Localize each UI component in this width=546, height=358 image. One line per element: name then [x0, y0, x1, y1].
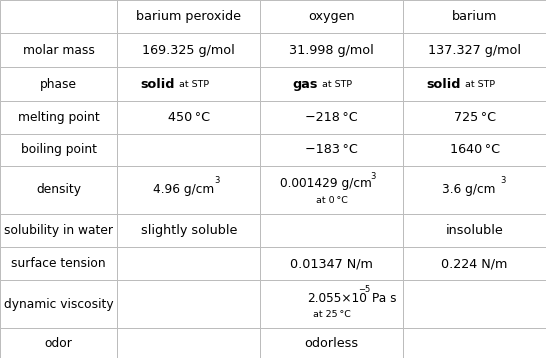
Text: 2.055×10: 2.055×10	[307, 291, 367, 305]
Text: gas: gas	[293, 78, 318, 91]
Text: odorless: odorless	[305, 337, 359, 350]
Bar	[0, 247, 117, 280]
Bar	[0, 165, 117, 214]
Text: solid: solid	[141, 78, 175, 91]
Text: Pa s: Pa s	[368, 291, 396, 305]
Bar	[403, 101, 546, 134]
Text: at STP: at STP	[465, 79, 495, 88]
Text: at 25 °C: at 25 °C	[313, 310, 351, 319]
Text: 1640 °C: 1640 °C	[449, 143, 500, 156]
Bar	[403, 33, 546, 67]
Bar	[117, 134, 260, 165]
Bar	[260, 134, 403, 165]
Bar	[117, 101, 260, 134]
Bar	[403, 67, 546, 101]
Text: slightly soluble: slightly soluble	[141, 224, 237, 237]
Text: at STP: at STP	[179, 79, 209, 88]
Bar	[260, 247, 403, 280]
Text: solubility in water: solubility in water	[4, 224, 113, 237]
Text: molar mass: molar mass	[23, 44, 94, 57]
Text: phase: phase	[40, 78, 77, 91]
Text: 0.001429 g/cm: 0.001429 g/cm	[281, 177, 372, 190]
Bar	[260, 67, 403, 101]
Text: 3.6 g/cm: 3.6 g/cm	[442, 183, 496, 196]
Text: 0.01347 N/m: 0.01347 N/m	[290, 257, 373, 270]
Bar	[0, 101, 117, 134]
Text: 0.224 N/m: 0.224 N/m	[441, 257, 508, 270]
Bar	[403, 0, 546, 33]
Text: 31.998 g/mol: 31.998 g/mol	[289, 44, 374, 57]
Text: solid: solid	[426, 78, 461, 91]
Text: density: density	[36, 183, 81, 196]
Bar	[0, 134, 117, 165]
Text: 725 °C: 725 °C	[454, 111, 496, 124]
Bar	[260, 280, 403, 328]
Text: oxygen: oxygen	[308, 10, 355, 23]
Bar	[0, 0, 117, 33]
Text: −183 °C: −183 °C	[305, 143, 358, 156]
Bar	[117, 280, 260, 328]
Bar	[260, 214, 403, 247]
Bar	[0, 67, 117, 101]
Text: surface tension: surface tension	[11, 257, 106, 270]
Text: dynamic viscosity: dynamic viscosity	[4, 298, 114, 311]
Bar	[260, 0, 403, 33]
Text: 137.327 g/mol: 137.327 g/mol	[428, 44, 521, 57]
Text: melting point: melting point	[18, 111, 99, 124]
Text: 169.325 g/mol: 169.325 g/mol	[143, 44, 235, 57]
Bar	[0, 328, 117, 358]
Text: −5: −5	[358, 285, 370, 294]
Text: 4.96 g/cm: 4.96 g/cm	[153, 183, 214, 196]
Bar	[117, 33, 260, 67]
Bar	[403, 165, 546, 214]
Bar	[403, 214, 546, 247]
Text: insoluble: insoluble	[446, 224, 503, 237]
Text: barium: barium	[452, 10, 497, 23]
Bar	[0, 214, 117, 247]
Bar	[117, 328, 260, 358]
Bar	[260, 33, 403, 67]
Bar	[117, 0, 260, 33]
Bar	[260, 165, 403, 214]
Text: odor: odor	[45, 337, 73, 350]
Bar	[403, 280, 546, 328]
Text: 3: 3	[500, 176, 506, 185]
Bar	[117, 67, 260, 101]
Text: at 0 °C: at 0 °C	[316, 195, 348, 205]
Bar	[403, 134, 546, 165]
Bar	[260, 101, 403, 134]
Text: barium peroxide: barium peroxide	[136, 10, 241, 23]
Text: 3: 3	[215, 176, 220, 185]
Text: −218 °C: −218 °C	[305, 111, 358, 124]
Text: at STP: at STP	[322, 79, 352, 88]
Bar	[403, 328, 546, 358]
Bar	[0, 33, 117, 67]
Bar	[117, 247, 260, 280]
Bar	[260, 328, 403, 358]
Bar	[117, 214, 260, 247]
Bar	[0, 280, 117, 328]
Text: 3: 3	[370, 171, 375, 181]
Text: 450 °C: 450 °C	[168, 111, 210, 124]
Bar	[117, 165, 260, 214]
Bar	[403, 247, 546, 280]
Text: boiling point: boiling point	[21, 143, 97, 156]
